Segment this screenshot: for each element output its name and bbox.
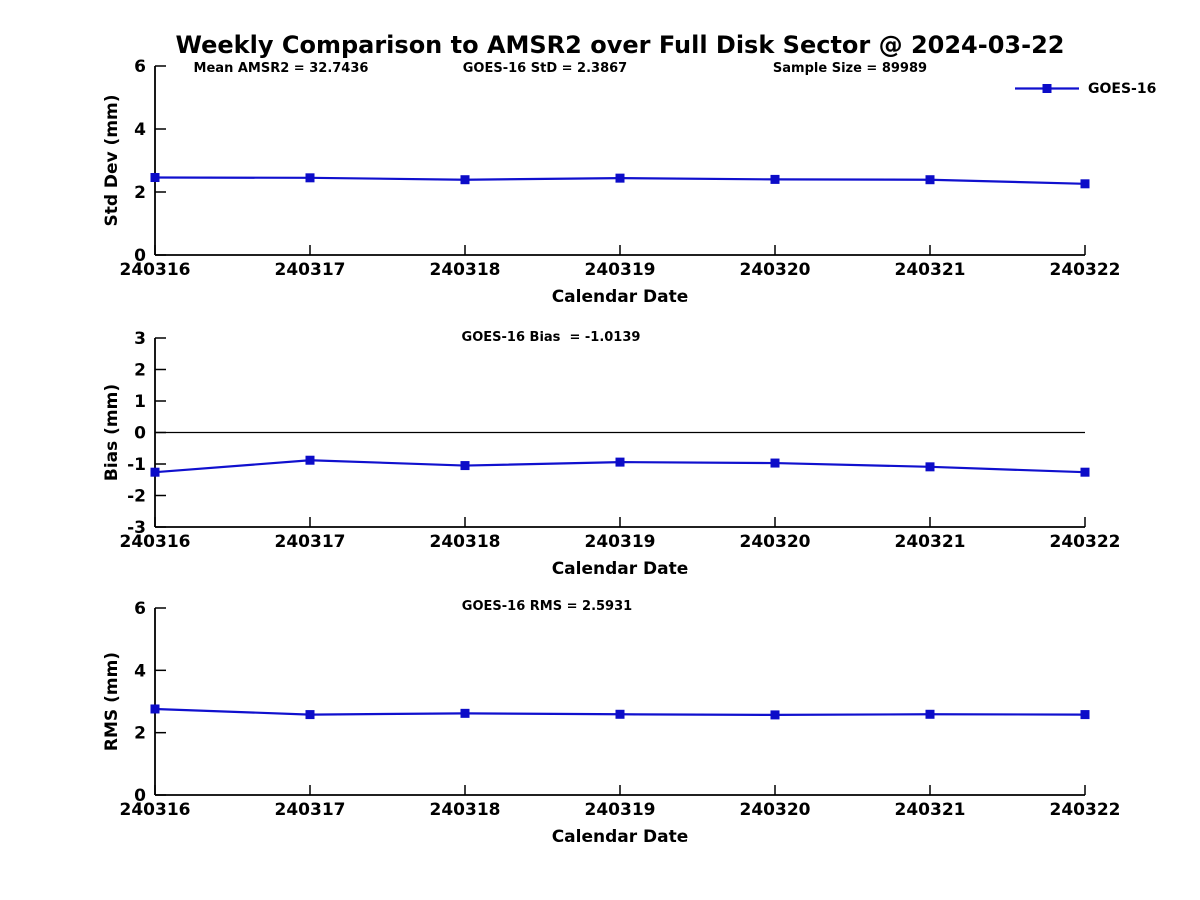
annotation-goes16-bias: GOES-16 Bias = -1.0139: [461, 330, 641, 345]
data-point-marker: [305, 455, 315, 465]
data-point-marker: [770, 174, 780, 184]
x-tick-label: 240319: [585, 260, 656, 280]
data-point-marker: [770, 710, 780, 720]
annotation-sample-size: Sample Size = 89989: [772, 61, 928, 76]
x-tick-label: 240318: [430, 532, 501, 552]
x-tick-label: 240318: [430, 260, 501, 280]
y-tick-label: 2: [134, 183, 146, 203]
data-point-marker: [150, 173, 160, 183]
subplot-bias: -3 -2 -1 0 1 2 3 240316 240317 240318 240319 240320…: [102, 329, 1120, 579]
x-tick-label: 240320: [740, 800, 811, 820]
x-tick-label: 240318: [430, 800, 501, 820]
data-point-marker: [305, 710, 315, 720]
x-tick-label: 240319: [585, 532, 656, 552]
legend: GOES-16: [1014, 80, 1156, 97]
data-point-marker: [925, 175, 935, 185]
data-point-marker: [1080, 179, 1090, 189]
y-tick-label: 0: [134, 424, 146, 444]
x-tick-label: 240322: [1050, 260, 1121, 280]
y-axis-title: RMS (mm): [102, 652, 122, 751]
y-tick-label: 4: [134, 661, 146, 681]
x-tick-label: 240320: [740, 260, 811, 280]
x-tick-label: 240317: [275, 532, 346, 552]
annotation-mean-amsr2: Mean AMSR2 = 32.7436: [193, 61, 369, 76]
y-axis-title: Std Dev (mm): [102, 94, 122, 226]
x-tick-label: 240322: [1050, 532, 1121, 552]
x-tick-label: 240322: [1050, 800, 1121, 820]
x-axis-title: Calendar Date: [552, 827, 689, 847]
x-tick-label: 240316: [120, 800, 191, 820]
subplot-std-dev: 0 2 4 6 240316 240317 240318 240319 240320 240321…: [102, 57, 1120, 307]
y-tick-label: -3: [127, 518, 146, 538]
data-point-marker: [460, 175, 470, 185]
y-tick-label: 0: [134, 786, 146, 806]
data-point-marker: [150, 467, 160, 477]
data-point-marker: [460, 461, 470, 471]
x-tick-label: 240321: [895, 260, 966, 280]
annotation-goes16-rms: GOES-16 RMS = 2.5931: [461, 599, 633, 614]
y-tick-label: 2: [134, 724, 146, 744]
data-point-marker: [770, 458, 780, 468]
legend-line-marker-icon: [1015, 84, 1079, 93]
x-tick-label: 240320: [740, 532, 811, 552]
data-point-marker: [305, 173, 315, 183]
data-point-marker: [615, 173, 625, 183]
x-tick-label: 240321: [895, 532, 966, 552]
data-point-marker: [1080, 467, 1090, 477]
y-tick-label: 4: [134, 120, 146, 140]
x-tick-label: 240316: [120, 532, 191, 552]
y-tick-label: -2: [127, 487, 146, 507]
data-point-marker: [925, 462, 935, 472]
x-tick-label: 240316: [120, 260, 191, 280]
y-tick-label: 6: [134, 57, 146, 77]
legend-label: GOES-16: [1088, 80, 1157, 97]
data-point-marker: [1080, 710, 1090, 720]
y-tick-label: 0: [134, 246, 146, 266]
x-tick-label: 240319: [585, 800, 656, 820]
y-tick-label: -1: [127, 455, 146, 475]
x-axis-title: Calendar Date: [552, 559, 689, 579]
legend-marker: [1042, 84, 1052, 93]
annotation-goes16-std: GOES-16 StD = 2.3867: [462, 61, 628, 76]
figure-title: Weekly Comparison to AMSR2 over Full Dis…: [175, 31, 1065, 59]
x-tick-label: 240321: [895, 800, 966, 820]
x-axis-title: Calendar Date: [552, 287, 689, 307]
data-point-marker: [615, 457, 625, 467]
data-point-marker: [615, 709, 625, 719]
y-tick-label: 1: [134, 392, 146, 412]
y-tick-label: 6: [134, 599, 146, 619]
y-axis-title: Bias (mm): [102, 384, 122, 481]
data-point-marker: [150, 704, 160, 714]
y-tick-label: 3: [134, 329, 146, 349]
data-point-marker: [460, 708, 470, 718]
y-tick-label: 2: [134, 361, 146, 381]
x-tick-label: 240317: [275, 260, 346, 280]
data-point-marker: [925, 709, 935, 719]
subplot-rms: 0 2 4 6 240316 240317 240318 240319 240320 240321…: [102, 599, 1120, 847]
x-tick-label: 240317: [275, 800, 346, 820]
